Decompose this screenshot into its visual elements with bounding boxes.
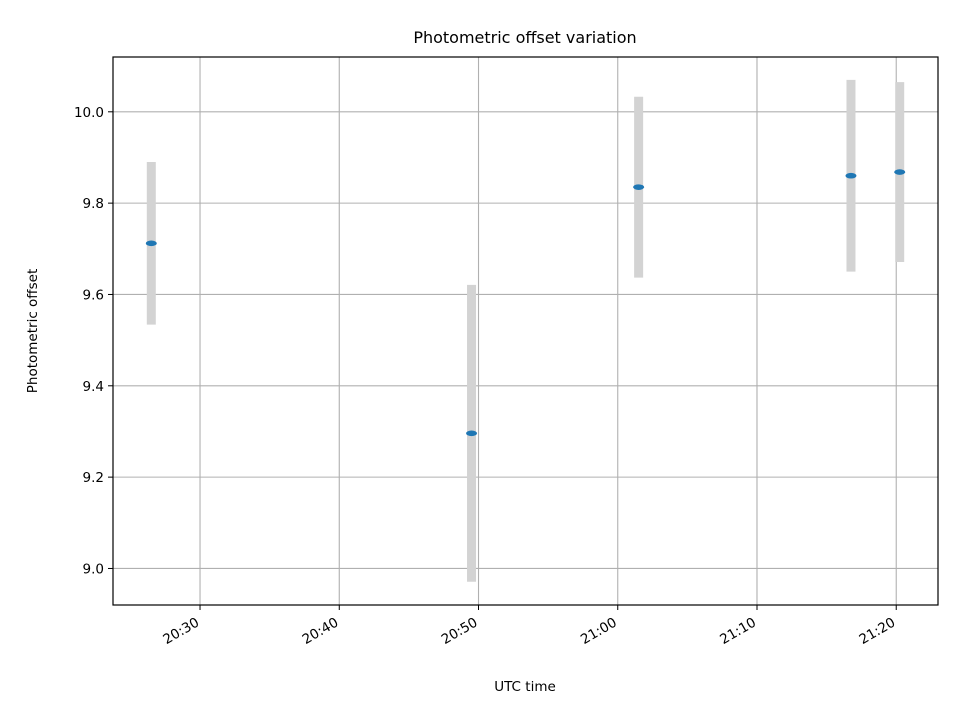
data-point xyxy=(894,169,906,175)
data-point xyxy=(466,430,478,437)
data-point xyxy=(633,184,645,190)
data-layer xyxy=(145,79,906,582)
y-tick-label: 10.0 xyxy=(74,105,104,121)
data-point xyxy=(845,172,857,179)
y-tick-label: 9.0 xyxy=(83,561,104,577)
y-axis-label: Photometric offset xyxy=(25,269,41,393)
y-tick-label: 9.4 xyxy=(83,379,104,395)
chart-title: Photometric offset variation xyxy=(413,28,636,47)
y-tick-label: 9.2 xyxy=(83,470,104,486)
y-tick-label: 9.6 xyxy=(83,287,104,303)
y-tick-label: 9.8 xyxy=(83,196,104,212)
x-axis-label: UTC time xyxy=(494,679,556,695)
data-point xyxy=(145,240,157,247)
plot-frame xyxy=(112,56,939,606)
